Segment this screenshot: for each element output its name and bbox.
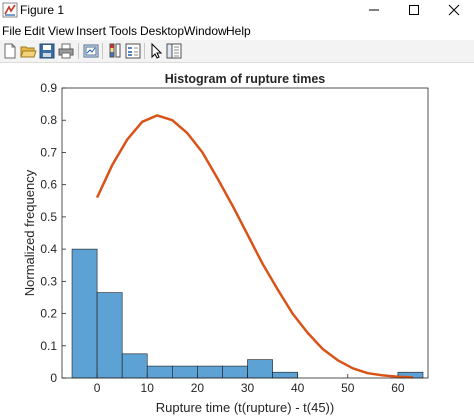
y-tick-label: 0.1 bbox=[40, 339, 57, 353]
y-tick-label: 0.4 bbox=[40, 242, 57, 256]
open-file-icon bbox=[20, 46, 37, 58]
minimize-icon bbox=[369, 9, 379, 11]
link-plot-button[interactable] bbox=[82, 42, 100, 60]
y-tick-label: 0 bbox=[50, 371, 57, 385]
figure-toolbar bbox=[0, 40, 474, 63]
y-axis-label: Normalized frequency bbox=[22, 169, 37, 296]
histogram-bar bbox=[222, 365, 248, 379]
new-figure-button[interactable] bbox=[1, 42, 19, 60]
window-title: Figure 1 bbox=[20, 3, 65, 17]
maximize-button[interactable] bbox=[394, 0, 434, 20]
axes-background bbox=[62, 88, 428, 378]
x-tick-label: 10 bbox=[141, 381, 155, 395]
y-tick-label: 0.9 bbox=[40, 81, 57, 95]
y-tick-label: 0.5 bbox=[40, 210, 57, 224]
x-tick-label: 60 bbox=[391, 381, 405, 395]
y-tick-label: 0.6 bbox=[40, 178, 57, 192]
property-editor-icon bbox=[166, 43, 182, 59]
new-figure-icon bbox=[4, 43, 16, 59]
histogram-bar bbox=[247, 359, 273, 379]
menu-tools[interactable]: Tools bbox=[109, 24, 138, 38]
histogram-bar bbox=[272, 371, 298, 379]
link-plot-icon bbox=[83, 44, 99, 58]
open-file-button[interactable] bbox=[19, 42, 37, 60]
menu-bar: File Edit View Insert Tools Desktop Wind… bbox=[0, 20, 474, 40]
edit-plot-button[interactable] bbox=[147, 42, 165, 60]
histogram-bar bbox=[197, 365, 223, 379]
x-axis-label: Rupture time (t(rupture) - t(45)) bbox=[156, 400, 334, 415]
toolbar-separator bbox=[144, 43, 145, 59]
matlab-figure-icon bbox=[2, 2, 18, 18]
toolbar-separator bbox=[78, 43, 79, 59]
histogram-bar bbox=[71, 248, 98, 379]
x-tick-label: 30 bbox=[241, 381, 255, 395]
insert-legend-button[interactable] bbox=[124, 42, 142, 60]
close-button[interactable] bbox=[434, 0, 474, 20]
histogram-plot: 0 10 20 30 40 50 60 0 0.1 0.2 0.3 0.4 0.5 0.6 0.7 0.8 0.… bbox=[22, 72, 429, 415]
edit-plot-icon bbox=[151, 42, 163, 59]
minimize-button[interactable] bbox=[354, 0, 394, 20]
x-tick-label: 20 bbox=[191, 381, 205, 395]
menu-edit[interactable]: Edit bbox=[24, 24, 45, 38]
insert-colorbar-icon bbox=[109, 43, 121, 58]
save-button[interactable] bbox=[38, 42, 56, 60]
menu-insert[interactable]: Insert bbox=[76, 24, 107, 38]
menu-help[interactable]: Help bbox=[226, 24, 251, 38]
histogram-bar bbox=[172, 365, 198, 379]
histogram-bar bbox=[121, 353, 148, 379]
x-tick-label: 40 bbox=[291, 381, 305, 395]
y-tick-label: 0.3 bbox=[40, 274, 57, 288]
print-icon bbox=[58, 43, 74, 59]
print-button[interactable] bbox=[57, 42, 75, 60]
fit-curve bbox=[95, 114, 414, 379]
y-tick-label: 0.8 bbox=[40, 113, 57, 127]
axes-box bbox=[61, 87, 429, 379]
y-tick-label: 0.2 bbox=[40, 307, 57, 321]
x-tick-label: 0 bbox=[94, 381, 101, 395]
menu-desktop[interactable]: Desktop bbox=[140, 24, 185, 38]
histogram-bar bbox=[146, 365, 173, 379]
histogram-bar bbox=[96, 292, 123, 379]
chart-title: Histogram of rupture times bbox=[165, 72, 325, 86]
insert-legend-icon bbox=[125, 43, 141, 59]
menu-file[interactable]: File bbox=[2, 24, 22, 38]
y-tick-label: 0.7 bbox=[40, 145, 57, 159]
maximize-icon bbox=[409, 5, 419, 15]
window-titlebar: Figure 1 bbox=[0, 0, 474, 20]
toolbar-separator bbox=[102, 43, 103, 59]
property-editor-button[interactable] bbox=[165, 42, 183, 60]
x-tick-label: 50 bbox=[341, 381, 355, 395]
save-icon bbox=[39, 43, 55, 59]
menu-window[interactable]: Window bbox=[184, 24, 227, 38]
close-icon bbox=[448, 4, 460, 16]
menu-view[interactable]: View bbox=[48, 24, 74, 38]
insert-colorbar-button[interactable] bbox=[106, 42, 124, 60]
